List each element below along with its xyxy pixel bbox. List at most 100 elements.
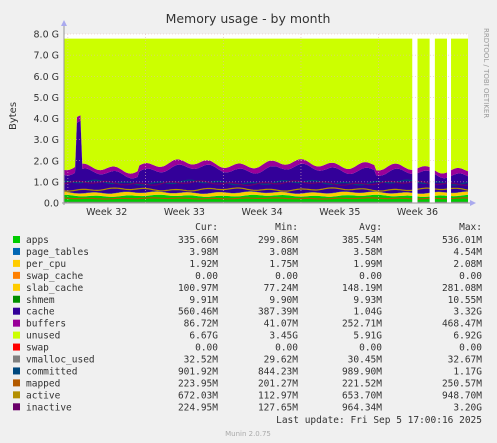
legend-name-buffers: buffers bbox=[26, 319, 66, 330]
legend-cur-value: 9.91M bbox=[189, 295, 218, 306]
legend-avg-value: 3.58M bbox=[353, 247, 382, 258]
legend-name-vmalloc_used: vmalloc_used bbox=[26, 355, 95, 366]
legend-avg-value: 221.52M bbox=[342, 378, 382, 389]
legend-max-value: 3.20G bbox=[453, 402, 482, 413]
y-tick-label: 2.0 G bbox=[34, 156, 60, 167]
line-mapped bbox=[63, 197, 468, 200]
legend-min-value: 77.24M bbox=[264, 283, 299, 294]
legend-max-value: 0.00 bbox=[459, 271, 482, 282]
x-tick-label: Week 34 bbox=[242, 207, 283, 218]
legend-column-header: Avg: bbox=[359, 222, 382, 233]
x-tick-label: Week 33 bbox=[164, 207, 205, 218]
footer-credit: Munin 2.0.75 bbox=[225, 430, 271, 438]
y-tick-label: 8.0 G bbox=[34, 30, 60, 41]
legend-min-value: 29.62M bbox=[264, 355, 299, 366]
legend-cur-value: 901.92M bbox=[178, 366, 218, 377]
legend-cur-value: 1.92M bbox=[189, 259, 218, 270]
legend-max-value: 468.47M bbox=[442, 319, 482, 330]
legend-avg-value: 252.71M bbox=[342, 319, 382, 330]
legend-cur-value: 0.00 bbox=[195, 343, 218, 354]
x-tick-label: Week 32 bbox=[86, 207, 127, 218]
legend-name-apps: apps bbox=[26, 235, 49, 246]
legend: Cur: Min: Avg: Max: apps 335.66M 299.86M 385.54… bbox=[13, 222, 482, 413]
legend-avg-value: 148.19M bbox=[342, 283, 382, 294]
legend-min-value: 201.27M bbox=[258, 378, 298, 389]
legend-cur-value: 6.67G bbox=[189, 331, 218, 342]
data-gap bbox=[446, 34, 452, 203]
area-shmem bbox=[64, 191, 468, 194]
legend-swatch-cache bbox=[13, 307, 20, 315]
legend-cur-value: 335.66M bbox=[178, 235, 218, 246]
legend-name-shmem: shmem bbox=[26, 295, 55, 306]
legend-swatch-page_tables bbox=[13, 247, 20, 255]
legend-max-value: 536.01M bbox=[442, 235, 482, 246]
side-label: RRDTOOL / TOBI OETIKER bbox=[482, 28, 490, 118]
legend-avg-value: 1.99M bbox=[353, 259, 382, 270]
legend-cur-value: 223.95M bbox=[178, 378, 218, 389]
legend-min-value: 299.86M bbox=[258, 235, 298, 246]
legend-swatch-active bbox=[13, 391, 20, 399]
legend-max-value: 32.67M bbox=[448, 355, 483, 366]
y-tick-label: 6.0 G bbox=[34, 72, 60, 83]
legend-swatch-vmalloc_used bbox=[13, 355, 20, 363]
line-committed bbox=[63, 179, 469, 186]
legend-max-value: 3.32G bbox=[453, 307, 482, 318]
line-active bbox=[63, 187, 469, 192]
x-tick-label: Week 36 bbox=[397, 207, 438, 218]
legend-max-value: 10.55M bbox=[448, 295, 483, 306]
legend-avg-value: 385.54M bbox=[342, 235, 382, 246]
legend-max-value: 2.08M bbox=[453, 259, 482, 270]
data-gap bbox=[412, 34, 418, 203]
legend-avg-value: 5.91G bbox=[353, 331, 382, 342]
y-tick-label: 4.0 G bbox=[34, 114, 60, 125]
legend-min-value: 387.39M bbox=[258, 307, 298, 318]
legend-name-inactive: inactive bbox=[26, 402, 72, 413]
legend-swatch-apps bbox=[13, 236, 20, 243]
legend-avg-value: 989.90M bbox=[342, 366, 382, 377]
y-tick-label: 3.0 G bbox=[34, 135, 60, 146]
legend-name-committed: committed bbox=[26, 366, 77, 377]
area-buffers bbox=[64, 115, 468, 179]
legend-min-value: 112.97M bbox=[258, 390, 298, 401]
legend-swatch-inactive bbox=[13, 403, 20, 411]
y-tick-layer: 0.0 1.0 G 2.0 G 3.0 G 4.0 G 5.0 G 6.0 G 7.0 G 8.… bbox=[34, 30, 60, 210]
legend-name-swap_cache: swap_cache bbox=[26, 271, 83, 282]
y-axis-arrow bbox=[61, 20, 67, 26]
x-tick-layer: Week 32 Week 33 Week 34 Week 35 Week 36 bbox=[86, 207, 438, 218]
legend-swatch-buffers bbox=[13, 319, 20, 327]
legend-max-value: 250.57M bbox=[442, 378, 482, 389]
legend-column-header: Max: bbox=[459, 222, 482, 233]
legend-swatch-shmem bbox=[13, 295, 20, 303]
chart-title: Memory usage - by month bbox=[166, 11, 331, 26]
legend-min-value: 1.75M bbox=[269, 259, 298, 270]
legend-cur-value: 32.52M bbox=[184, 355, 219, 366]
legend-avg-value: 0.00 bbox=[359, 343, 382, 354]
legend-min-value: 0.00 bbox=[275, 271, 298, 282]
legend-swatch-committed bbox=[13, 367, 20, 375]
legend-max-value: 0.00 bbox=[459, 343, 482, 354]
legend-cur-value: 560.46M bbox=[178, 307, 218, 318]
legend-avg-value: 0.00 bbox=[359, 271, 382, 282]
y-tick-label: 7.0 G bbox=[34, 51, 60, 62]
legend-max-value: 4.54M bbox=[453, 247, 482, 258]
data-gap bbox=[429, 34, 435, 203]
legend-min-value: 3.45G bbox=[269, 331, 298, 342]
legend-name-page_tables: page_tables bbox=[26, 247, 89, 258]
legend-cur-value: 672.03M bbox=[178, 390, 218, 401]
legend-cur-value: 224.95M bbox=[178, 402, 218, 413]
legend-avg-value: 9.93M bbox=[353, 295, 382, 306]
legend-min-value: 41.07M bbox=[264, 319, 299, 330]
last-update: Last update: Fri Sep 5 17:00:16 2025 bbox=[276, 415, 482, 426]
legend-cur-value: 0.00 bbox=[195, 271, 218, 282]
legend-cur-value: 100.97M bbox=[178, 283, 218, 294]
y-tick-label: 1.0 G bbox=[34, 177, 60, 188]
legend-swatch-mapped bbox=[13, 379, 20, 387]
legend-swatch-unused bbox=[13, 331, 20, 339]
legend-avg-value: 964.34M bbox=[342, 402, 382, 413]
line-inactive bbox=[63, 180, 469, 187]
legend-name-swap: swap bbox=[26, 343, 49, 354]
legend-max-value: 1.17G bbox=[453, 366, 482, 377]
y-tick-label: 0.0 bbox=[44, 199, 59, 210]
legend-max-value: 281.08M bbox=[442, 283, 482, 294]
y-axis-label: Bytes bbox=[8, 102, 19, 130]
